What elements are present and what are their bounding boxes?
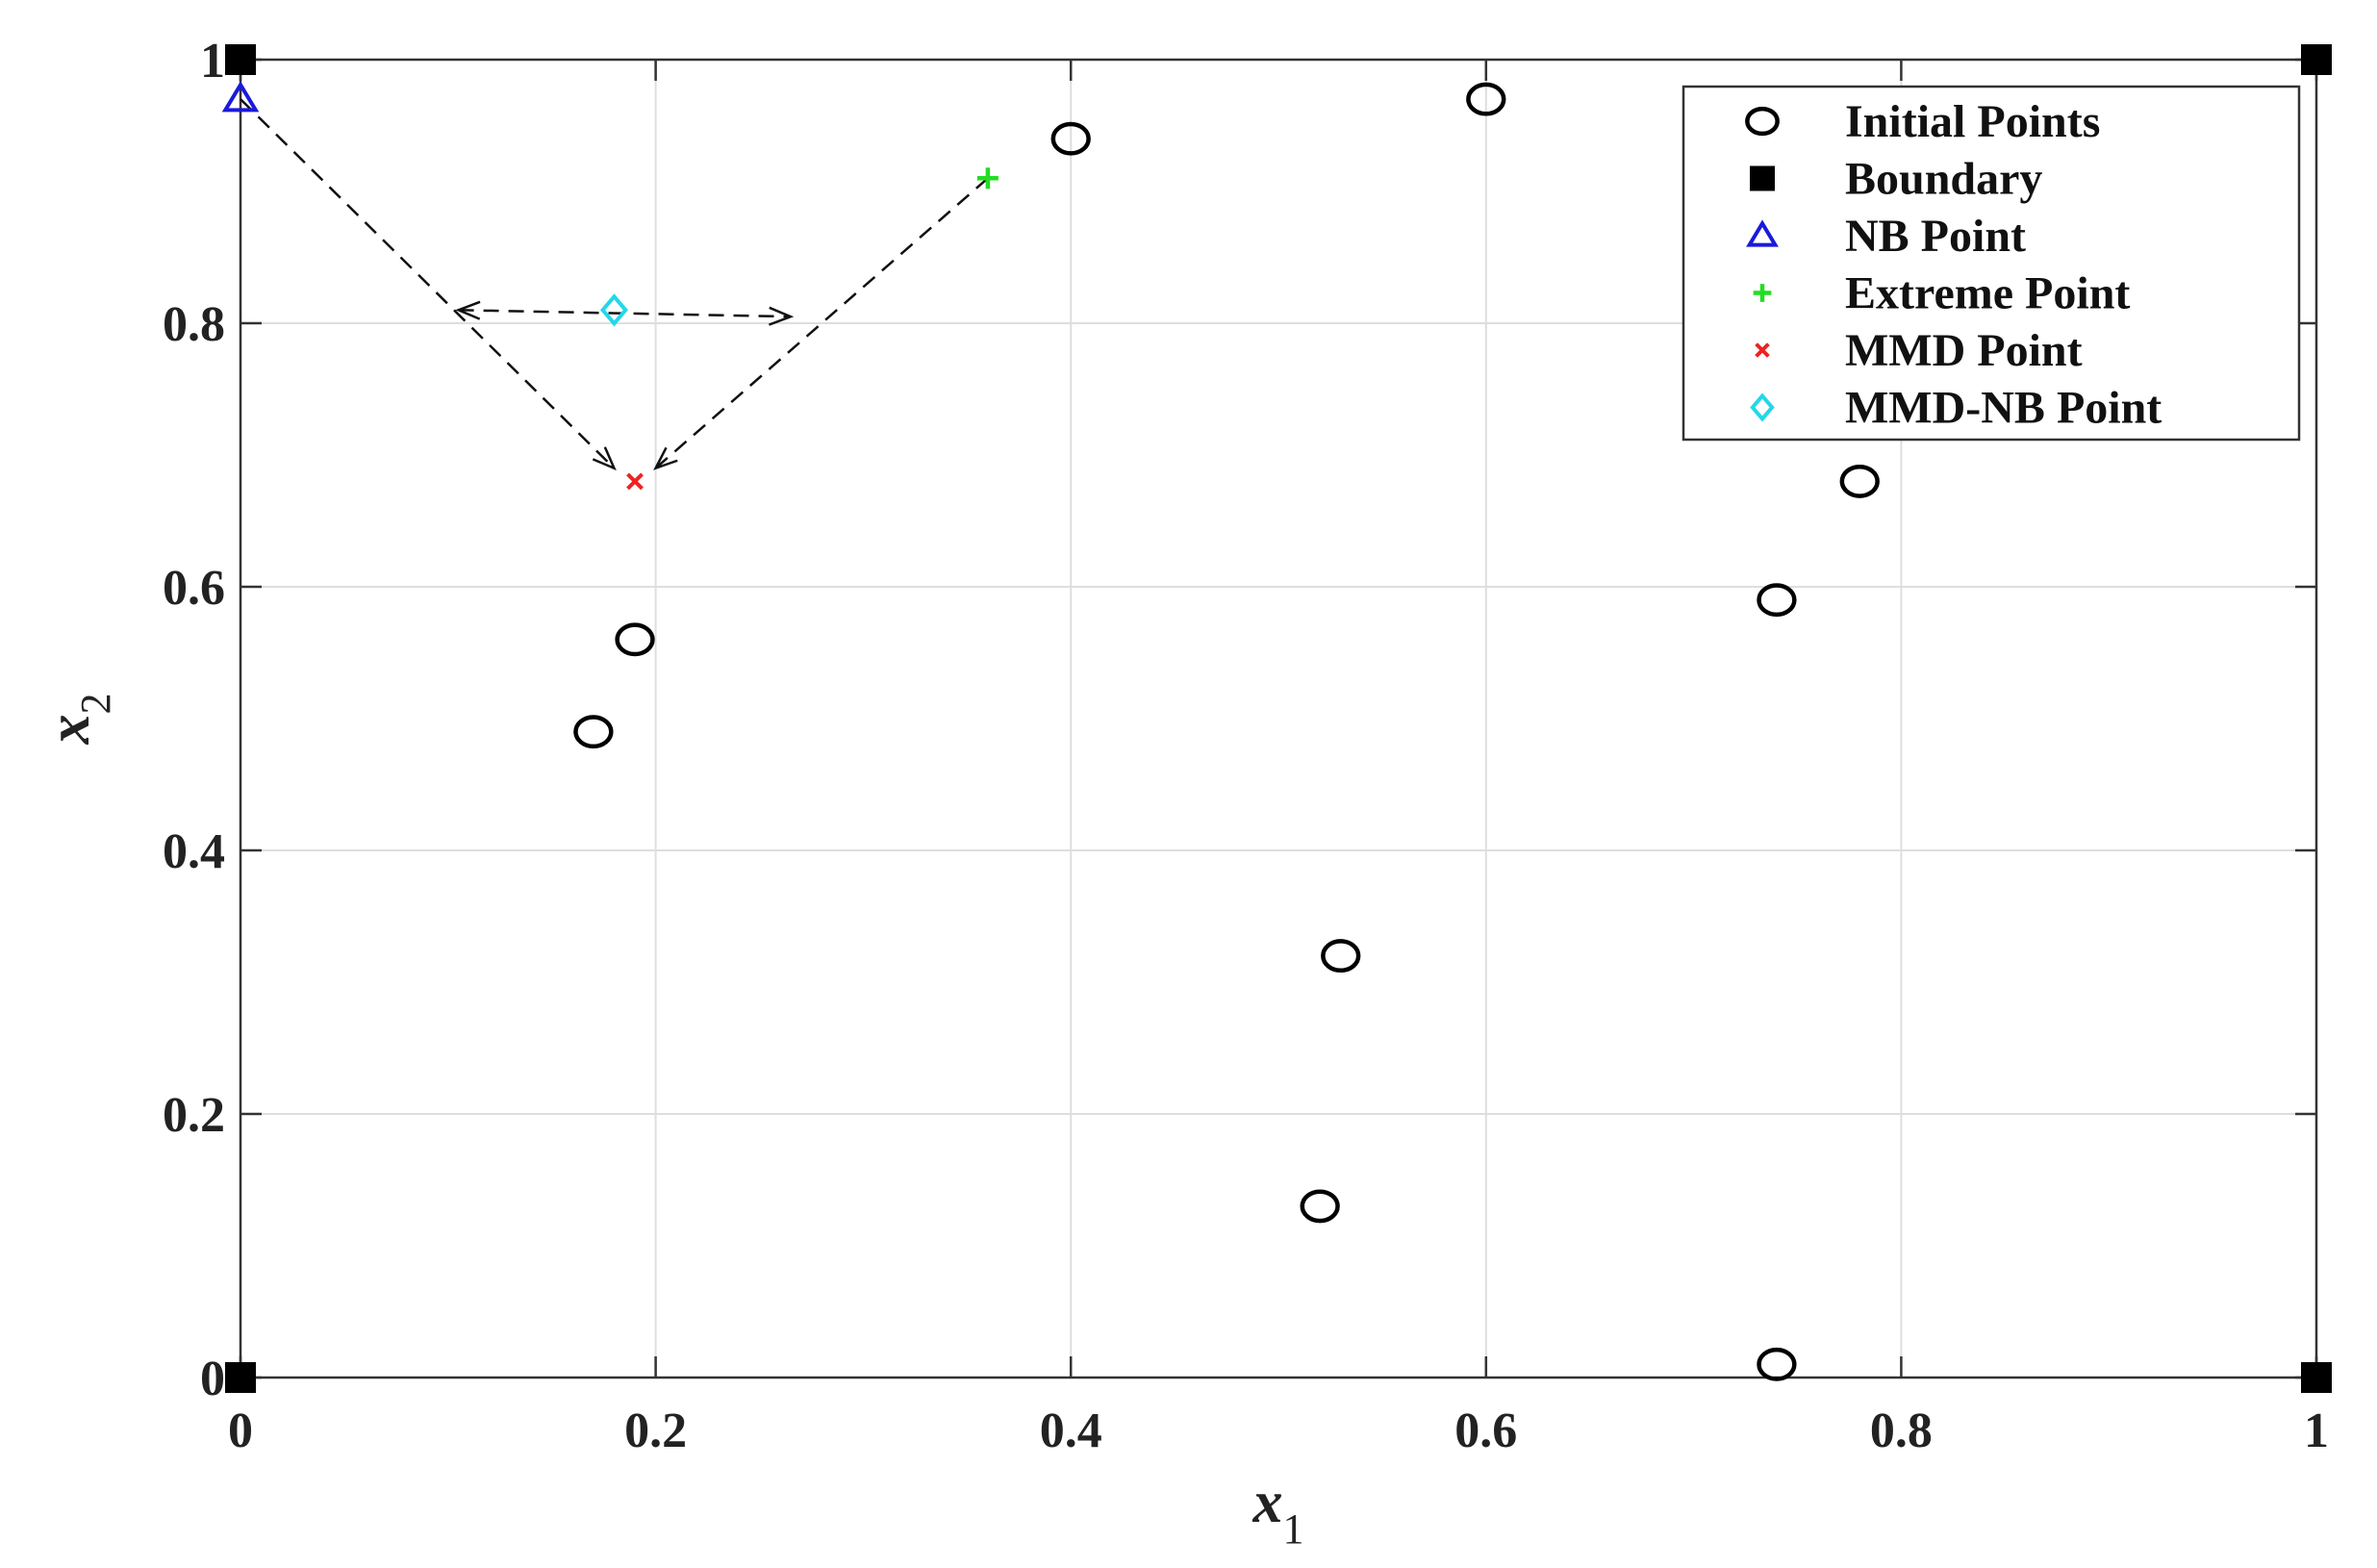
legend-marker	[1745, 106, 1780, 137]
data-point	[221, 81, 260, 113]
x-tick-label: 1	[2304, 1404, 2329, 1458]
legend-marker	[1750, 165, 1775, 191]
dashed-arrow	[455, 300, 795, 326]
data-point	[225, 1362, 256, 1393]
legend-marker	[1753, 284, 1772, 302]
x-tick-label: 0.2	[624, 1404, 687, 1458]
arrow-head	[768, 306, 795, 326]
x-axis-label: x1	[1252, 1470, 1304, 1553]
series-boundary	[225, 44, 2332, 1393]
legend-marker	[1746, 219, 1779, 247]
series-initial-points	[573, 82, 1880, 1381]
legend-marker	[1755, 342, 1770, 358]
legend-label: MMD Point	[1845, 325, 2083, 376]
data-point	[615, 622, 655, 657]
arrow-head	[653, 446, 678, 470]
data-point	[573, 715, 614, 749]
legend-marker	[1750, 392, 1775, 422]
legend-label: Extreme Point	[1845, 268, 2130, 319]
y-tick-label: 0.8	[163, 297, 225, 352]
x-tick-label: 0	[228, 1404, 253, 1458]
legend-item: Initial Points	[1745, 96, 2100, 147]
arrow-shaft	[458, 309, 791, 318]
y-tick-label: 0.4	[163, 824, 225, 879]
x-tick-label: 0.4	[1040, 1404, 1102, 1458]
data-point	[626, 472, 644, 491]
data-point	[1757, 1347, 1797, 1381]
series-extreme-point	[976, 167, 999, 190]
y-axis-label: x2	[37, 694, 119, 746]
arrow-head	[455, 300, 481, 320]
data-point	[976, 167, 999, 190]
legend-item: NB Point	[1746, 211, 2026, 262]
data-point	[2301, 44, 2332, 75]
data-points	[221, 44, 2332, 1393]
legend-label: Boundary	[1845, 154, 2042, 205]
data-point	[1757, 583, 1797, 618]
arrow-shaft	[240, 98, 616, 469]
series-mmd-point	[626, 472, 644, 491]
arrow-annotations	[240, 98, 989, 471]
legend-box	[1682, 85, 2301, 442]
data-point	[1321, 939, 1361, 974]
data-point	[1466, 82, 1506, 116]
y-tick-label: 1	[200, 34, 225, 89]
series-nb-point	[221, 81, 260, 113]
legend-label: MMD-NB Point	[1845, 383, 2162, 434]
y-tick-label: 0	[200, 1352, 225, 1406]
legend: Initial Points Boundary NB Point Extreme Po…	[1682, 85, 2301, 442]
data-point	[2301, 1362, 2332, 1393]
dashed-arrow	[653, 177, 989, 470]
axis-ticks: 0 0.2 0.4 0.6 0.8 1 0 0.2 0.4 0.6 0.8 1	[163, 34, 2329, 1458]
data-point	[1300, 1189, 1340, 1224]
x-tick-label: 0.6	[1454, 1404, 1517, 1458]
legend-item: Extreme Point	[1753, 268, 2130, 319]
plot-frame	[239, 58, 2318, 1379]
data-point	[599, 293, 628, 327]
y-tick-label: 0.2	[163, 1088, 225, 1143]
arrow-head	[592, 446, 617, 471]
data-point	[225, 44, 256, 75]
x-tick-label: 0.8	[1870, 1404, 1933, 1458]
legend-item: MMD-NB Point	[1750, 383, 2162, 434]
y-tick-label: 0.6	[163, 561, 225, 616]
legend-label: Initial Points	[1845, 96, 2100, 147]
legend-item: Boundary	[1750, 154, 2042, 205]
legend-label: NB Point	[1845, 211, 2026, 262]
series-mmd-nb-point	[599, 293, 628, 327]
data-point	[1839, 464, 1880, 498]
data-point	[1050, 121, 1091, 156]
dashed-arrow	[240, 98, 617, 471]
legend-item: MMD Point	[1755, 325, 2083, 376]
